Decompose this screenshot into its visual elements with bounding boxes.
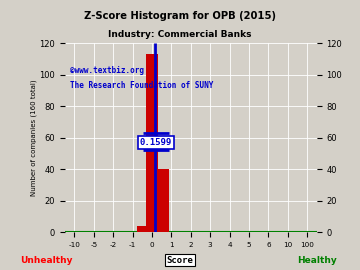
Text: The Research Foundation of SUNY: The Research Foundation of SUNY: [70, 81, 213, 90]
Text: Industry: Commercial Banks: Industry: Commercial Banks: [108, 30, 252, 39]
Bar: [146, 54, 158, 232]
Bar: [136, 226, 148, 232]
Y-axis label: Number of companies (160 total): Number of companies (160 total): [30, 79, 37, 196]
Text: Z-Score Histogram for OPB (2015): Z-Score Histogram for OPB (2015): [84, 11, 276, 21]
Text: ©www.textbiz.org: ©www.textbiz.org: [70, 66, 144, 75]
Bar: [158, 169, 170, 232]
Text: Score: Score: [167, 256, 193, 265]
Text: Unhealthy: Unhealthy: [21, 256, 73, 265]
Text: 0.1599: 0.1599: [140, 138, 172, 147]
Text: Healthy: Healthy: [297, 256, 337, 265]
